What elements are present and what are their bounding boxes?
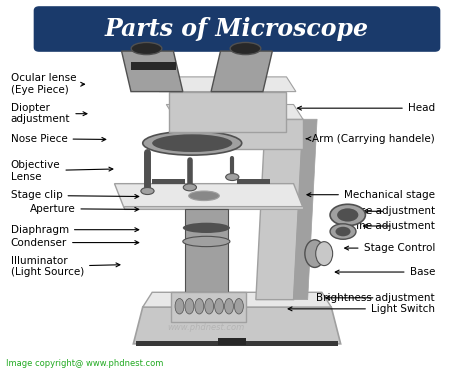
- Ellipse shape: [330, 204, 365, 226]
- Ellipse shape: [316, 242, 333, 266]
- Text: Diopter
adjustment: Diopter adjustment: [11, 103, 87, 125]
- Bar: [131, 62, 176, 69]
- Text: Image copyright@ www.phdnest.com: Image copyright@ www.phdnest.com: [6, 359, 164, 368]
- Polygon shape: [169, 92, 286, 132]
- Ellipse shape: [189, 191, 219, 201]
- Ellipse shape: [225, 299, 234, 314]
- Text: Diaphragm: Diaphragm: [11, 225, 139, 235]
- Polygon shape: [115, 184, 303, 208]
- Polygon shape: [256, 119, 303, 300]
- Text: Stage clip: Stage clip: [11, 190, 139, 200]
- Ellipse shape: [141, 187, 154, 194]
- Ellipse shape: [205, 299, 214, 314]
- Polygon shape: [133, 307, 341, 344]
- Ellipse shape: [337, 209, 358, 221]
- Ellipse shape: [131, 42, 162, 55]
- Text: Mechanical stage: Mechanical stage: [307, 190, 435, 200]
- Ellipse shape: [226, 174, 239, 181]
- Ellipse shape: [185, 299, 194, 314]
- Polygon shape: [166, 105, 303, 119]
- Text: Illuminator
(Light Source): Illuminator (Light Source): [11, 256, 120, 277]
- Ellipse shape: [143, 131, 242, 155]
- Text: Ocular lense
(Eye Piece): Ocular lense (Eye Piece): [11, 73, 84, 95]
- Text: Condenser: Condenser: [11, 237, 139, 247]
- Text: Aperture: Aperture: [30, 204, 139, 214]
- Polygon shape: [211, 51, 273, 92]
- Polygon shape: [171, 292, 246, 322]
- Ellipse shape: [195, 299, 204, 314]
- Polygon shape: [185, 210, 228, 292]
- Polygon shape: [293, 119, 317, 300]
- Ellipse shape: [183, 236, 230, 247]
- Polygon shape: [143, 292, 331, 307]
- Ellipse shape: [235, 299, 243, 314]
- Text: Base: Base: [335, 267, 435, 277]
- Text: Nose Piece: Nose Piece: [11, 134, 106, 144]
- Text: Head: Head: [298, 103, 435, 113]
- Ellipse shape: [175, 299, 184, 314]
- Ellipse shape: [152, 134, 232, 152]
- Text: Objective
Lense: Objective Lense: [11, 160, 113, 181]
- Text: Stage Control: Stage Control: [345, 243, 435, 253]
- Ellipse shape: [215, 299, 224, 314]
- FancyBboxPatch shape: [35, 7, 439, 51]
- Polygon shape: [176, 119, 303, 149]
- Polygon shape: [159, 77, 296, 92]
- Polygon shape: [121, 51, 183, 92]
- Text: Light Switch: Light Switch: [288, 304, 435, 314]
- Ellipse shape: [336, 227, 351, 236]
- Text: Coarse adjustment: Coarse adjustment: [336, 206, 435, 216]
- Text: Brightness adjustment: Brightness adjustment: [316, 293, 435, 303]
- Ellipse shape: [230, 42, 261, 55]
- Bar: [136, 341, 338, 346]
- Ellipse shape: [305, 240, 325, 267]
- Text: Parts of Microscope: Parts of Microscope: [105, 17, 369, 41]
- Polygon shape: [124, 206, 303, 210]
- Bar: [237, 178, 270, 184]
- Text: Fine adjustment: Fine adjustment: [351, 221, 435, 231]
- Text: www.phdnest.com: www.phdnest.com: [168, 323, 245, 332]
- Ellipse shape: [183, 184, 197, 191]
- Bar: [152, 178, 185, 184]
- Text: Arm (Carrying handele): Arm (Carrying handele): [307, 134, 435, 144]
- Bar: [218, 338, 246, 345]
- Ellipse shape: [330, 224, 356, 239]
- Ellipse shape: [183, 223, 230, 233]
